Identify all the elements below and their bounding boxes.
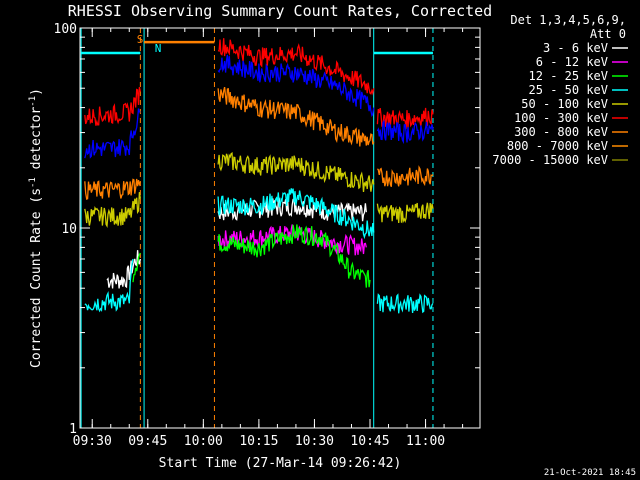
y-axis-label-end: ) bbox=[29, 88, 44, 96]
y-tick-label-2: 100 bbox=[54, 22, 77, 37]
x-tick-label-5: 10:45 bbox=[350, 434, 389, 449]
series-5-segment-0 bbox=[84, 86, 142, 126]
series-9-segment-0 bbox=[84, 108, 141, 159]
series-5-segment-1 bbox=[217, 38, 375, 96]
y-axis-label-mid: detector bbox=[29, 107, 44, 178]
x-tick-label-3: 10:15 bbox=[239, 434, 278, 449]
x-tick-label-2: 10:00 bbox=[184, 434, 223, 449]
chart-title: RHESSI Observing Summary Count Rates, Co… bbox=[68, 2, 492, 20]
series-6-segment-1 bbox=[217, 86, 375, 147]
legend-header-detectors: Det 1,3,4,5,6,9, bbox=[510, 13, 626, 27]
y-axis: 1 10 100 bbox=[54, 22, 480, 437]
series-4-segment-0 bbox=[84, 192, 142, 228]
series-6-segment-0 bbox=[84, 178, 141, 201]
legend-entry-label-0: 3 - 6 keV bbox=[543, 41, 608, 55]
series-3-segment-1 bbox=[217, 188, 375, 240]
x-tick-label-1: 09:45 bbox=[128, 434, 167, 449]
legend-entry-label-2: 12 - 25 keV bbox=[529, 69, 608, 83]
legend-entry-label-8: 7000 - 15000 keV bbox=[492, 153, 608, 167]
series-4-segment-1 bbox=[217, 152, 375, 193]
legend-entry-label-6: 300 - 800 keV bbox=[514, 125, 608, 139]
legend-entry-label-7: 800 - 7000 keV bbox=[507, 139, 608, 153]
x-tick-label-6: 11:00 bbox=[406, 434, 445, 449]
y-tick-label-1: 10 bbox=[61, 222, 77, 237]
series-5-segment-2 bbox=[376, 107, 434, 129]
series-9-segment-1 bbox=[217, 54, 375, 118]
y-axis-label-sup2: -1 bbox=[28, 96, 38, 107]
y-axis-label-main: Corrected Count Rate (s bbox=[29, 188, 44, 368]
series-0-segment-0 bbox=[106, 250, 142, 289]
x-axis: 09:30 09:45 10:00 10:15 10:30 10:45 11:00 bbox=[73, 28, 464, 449]
series-2-segment-0 bbox=[132, 252, 141, 283]
series-6-segment-2 bbox=[376, 165, 434, 188]
plot-area bbox=[80, 28, 434, 428]
legend-entry-label-1: 6 - 12 keV bbox=[536, 55, 608, 69]
y-tick-label-0: 1 bbox=[69, 422, 77, 437]
series-3-segment-2 bbox=[376, 293, 434, 314]
x-tick-label-4: 10:30 bbox=[295, 434, 334, 449]
legend-entry-label-3: 25 - 50 keV bbox=[529, 83, 608, 97]
legend-header-attenuator: Att 0 bbox=[590, 27, 626, 41]
marker-s-label: S bbox=[137, 33, 144, 46]
series-9-segment-2 bbox=[376, 119, 434, 145]
y-axis-label: Corrected Count Rate (s-1 detector-1) bbox=[28, 88, 44, 368]
legend-entry-label-4: 50 - 100 keV bbox=[521, 97, 608, 111]
y-axis-label-sup1: -1 bbox=[28, 177, 38, 188]
x-axis-label: Start Time (27-Mar-14 09:26:42) bbox=[159, 456, 402, 471]
series-3-segment-0 bbox=[84, 258, 134, 313]
legend-entry-label-5: 100 - 300 keV bbox=[514, 111, 608, 125]
series-4-segment-2 bbox=[376, 202, 434, 224]
marker-n-label: N bbox=[155, 42, 162, 55]
x-tick-label-0: 09:30 bbox=[73, 434, 112, 449]
series-2-segment-1 bbox=[217, 224, 371, 288]
footer-date: 21-Oct-2021 18:45 bbox=[544, 468, 636, 478]
